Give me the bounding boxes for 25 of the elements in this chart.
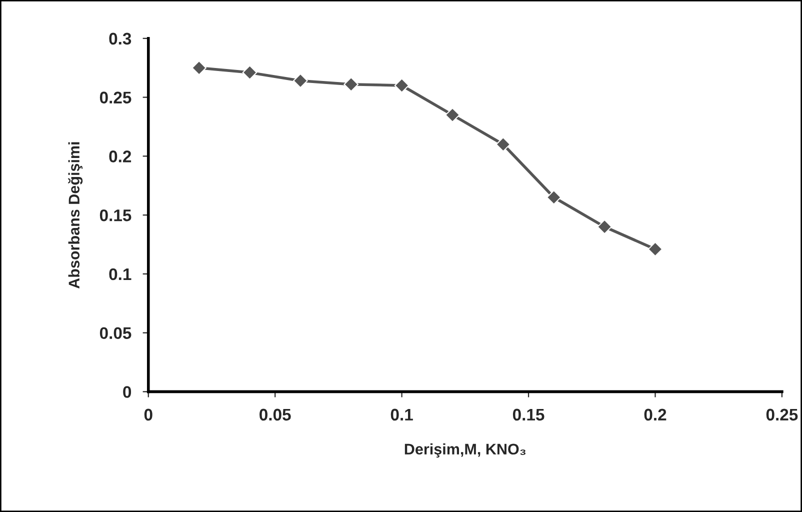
- y-tick-label: 0.05: [100, 327, 132, 340]
- point: [496, 136, 511, 152]
- x-axis-title: Derişim,M, KNO₃: [404, 443, 526, 458]
- x-tick-label: 0: [144, 408, 152, 421]
- y-tick-label: 0.2: [109, 150, 132, 162]
- point: [648, 242, 663, 257]
- y-tick-label: 0: [123, 386, 132, 398]
- y-axis-title: Absorbans Değişimi: [68, 142, 83, 289]
- y-tick-label: 0.3: [109, 32, 132, 45]
- x-tick-label: 0.25: [766, 408, 798, 421]
- point: [394, 78, 410, 93]
- point: [293, 73, 308, 88]
- point: [445, 108, 460, 122]
- y-tick-label: 0.1: [109, 268, 132, 280]
- point: [192, 60, 206, 76]
- x-tick-label: 0.2: [644, 408, 666, 421]
- point: [546, 190, 562, 205]
- x-tick-label: 0.05: [260, 408, 291, 421]
- point: [597, 219, 612, 234]
- x-tick-label: 0.1: [390, 408, 413, 421]
- y-tick-label: 0.25: [100, 92, 132, 104]
- x-tick-label: 0.15: [512, 408, 544, 421]
- point: [344, 76, 359, 92]
- y-tick-label: 0.15: [100, 209, 132, 222]
- point: [242, 65, 258, 80]
